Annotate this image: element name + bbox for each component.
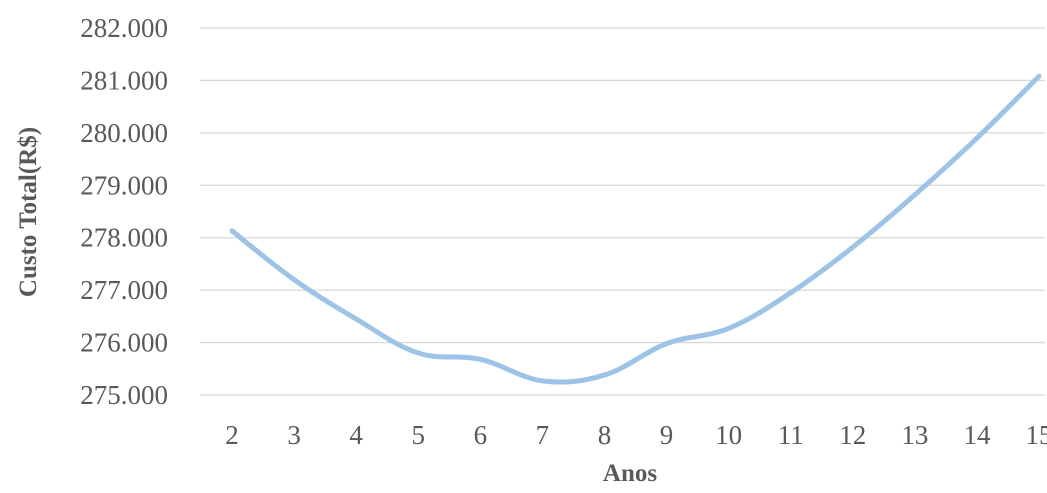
x-tick-label: 8 bbox=[598, 420, 612, 450]
x-tick-label: 7 bbox=[536, 420, 550, 450]
x-axis-title: Anos bbox=[603, 460, 657, 487]
y-tick-label: 278.000 bbox=[80, 223, 168, 253]
series-line-0 bbox=[232, 76, 1039, 382]
y-tick-label: 282.000 bbox=[80, 13, 168, 43]
x-tick-label: 4 bbox=[349, 420, 363, 450]
x-tick-label: 15 bbox=[1026, 420, 1047, 450]
y-tick-label: 281.000 bbox=[80, 65, 168, 95]
y-tick-label: 280.000 bbox=[80, 118, 168, 148]
x-tick-label: 12 bbox=[839, 420, 866, 450]
x-tick-label: 5 bbox=[411, 420, 425, 450]
y-axis-title: Custo Total(R$) bbox=[15, 127, 42, 297]
x-axis-tick-labels: 2 3 4 5 6 7 8 9 10 11 12 13 14 15 bbox=[225, 420, 1047, 450]
gridlines bbox=[200, 28, 1045, 395]
x-tick-label: 6 bbox=[474, 420, 488, 450]
x-tick-label: 14 bbox=[963, 420, 991, 450]
x-tick-label: 3 bbox=[287, 420, 301, 450]
y-tick-label: 276.000 bbox=[80, 328, 168, 358]
series-lines bbox=[232, 76, 1039, 382]
x-tick-label: 13 bbox=[901, 420, 928, 450]
y-tick-label: 279.000 bbox=[80, 170, 168, 200]
x-tick-label: 11 bbox=[778, 420, 804, 450]
y-axis-tick-labels: 275.000 276.000 277.000 278.000 279.000 280.0… bbox=[80, 13, 168, 410]
y-tick-label: 277.000 bbox=[80, 275, 168, 305]
x-tick-label: 10 bbox=[715, 420, 742, 450]
x-tick-label: 9 bbox=[660, 420, 674, 450]
y-tick-label: 275.000 bbox=[80, 380, 168, 410]
x-tick-label: 2 bbox=[225, 420, 239, 450]
